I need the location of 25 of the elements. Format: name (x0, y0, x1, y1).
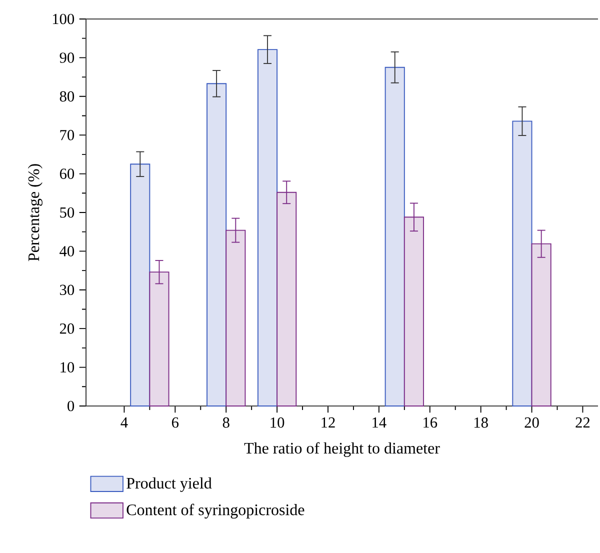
y-tick-label: 0 (68, 400, 74, 412)
x-tick-label: 16 (424, 417, 438, 428)
x-tick-label: 20 (524, 417, 539, 428)
y-tick-label: 100 (52, 14, 74, 24)
legend-label: Product yield (126, 477, 212, 492)
y-tick-label: 50 (60, 207, 74, 218)
y-tick-label: 40 (60, 246, 74, 256)
y-tick-label: 80 (60, 91, 74, 102)
x-tick-label: 12 (322, 417, 335, 428)
x-tick-label: 22 (576, 417, 590, 428)
x-axis-title: The ratio of height to diameter (244, 442, 440, 457)
y-tick-label: 70 (60, 130, 74, 140)
y-tick-label: 30 (60, 284, 74, 296)
x-tick-label: 8 (222, 417, 230, 428)
x-tick-label: 4 (120, 417, 128, 428)
legend-label: Content of syringopicroside (126, 504, 304, 519)
x-tick-label: 14 (372, 417, 386, 428)
x-tick-label: 6 (172, 417, 179, 428)
y-tick-label: 10 (60, 362, 74, 372)
x-tick-label: 10 (270, 417, 284, 428)
y-tick-label: 90 (60, 52, 74, 63)
y-tick-label: 20 (60, 323, 74, 334)
x-tick-label: 18 (474, 417, 488, 428)
y-tick-label: 60 (60, 168, 74, 179)
y-axis-title: Percentage (%) (28, 164, 42, 262)
